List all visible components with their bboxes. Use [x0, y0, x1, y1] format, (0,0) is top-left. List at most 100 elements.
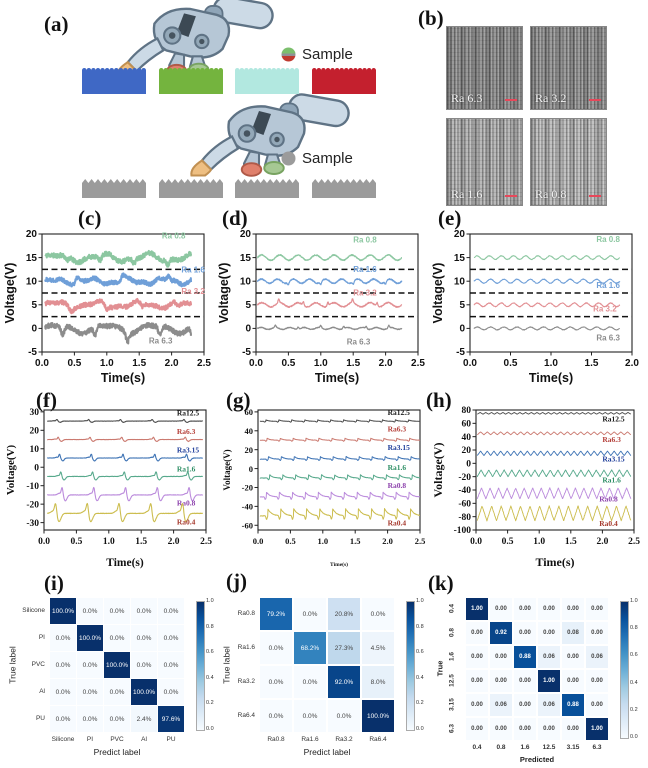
trace-ra6.3 — [44, 321, 193, 345]
x-tick-label: 2.0 — [382, 536, 393, 546]
x-tick-label: 1.0 — [314, 358, 328, 369]
trace-ra3.2 — [44, 297, 193, 315]
y-tick-label: 60 — [462, 420, 472, 430]
micrograph-ra3.2: Ra 3.2 — [530, 26, 607, 110]
heatmap-cell: 0.00 — [514, 718, 536, 740]
micrograph-grid: Ra 6.3 Ra 3.2 Ra 1.6 Ra 0.8 — [446, 26, 608, 206]
heatmap-cell: 0.06 — [538, 694, 560, 716]
trace-label: Ra0.4 — [599, 519, 618, 528]
panel-label-e: (e) — [438, 206, 462, 230]
heatmap-col-label: PI — [86, 736, 94, 743]
colorbar-tick-label: 0.2 — [206, 700, 214, 707]
y-tick-label: 5 — [31, 300, 37, 311]
x-tick-label: 0.5 — [502, 537, 514, 547]
heatmap-cell: 0.0% — [131, 598, 157, 624]
y-tick-label: 60 — [245, 407, 254, 417]
gray-sample-bar — [159, 179, 223, 198]
heatmap-row-label: Ra3.2 — [237, 678, 255, 685]
heatmap-cell: 0.92 — [490, 622, 512, 644]
panel-label-h: (h) — [426, 388, 452, 412]
x-tick-label: 2.5 — [200, 537, 212, 547]
panel-label-c: (c) — [78, 206, 102, 230]
heatmap-cell: 0.00 — [490, 598, 512, 620]
trace-label: Ra12.5 — [177, 409, 200, 418]
heatmap-cell: 0.0% — [294, 700, 326, 732]
trace-ra0.4 — [476, 505, 632, 522]
y-tick-label: 0 — [466, 460, 471, 470]
gray-sample-bar — [82, 179, 146, 198]
y-tick-label: 0 — [31, 324, 37, 335]
x-tick-label: 1.5 — [135, 537, 147, 547]
scale-bar — [505, 195, 517, 197]
trace-ra1.6 — [259, 474, 421, 481]
heatmap-cell: 0.00 — [514, 622, 536, 644]
x-tick-label: 1.5 — [132, 358, 146, 369]
colorbar-tick-label: 1.0 — [630, 598, 638, 604]
colorbar — [196, 601, 205, 731]
trace-ra6.3 — [476, 431, 632, 436]
chart-d-voltage-time: 0.0 0.5 1.0 1.5 2.0 2.5 -5 0 5 10 15 20 Time(s) Volta… — [217, 229, 425, 385]
trace-label: Ra3.15 — [602, 455, 625, 464]
heatmap-col-label: 3.15 — [566, 744, 580, 751]
trace-ra0.4 — [46, 502, 204, 523]
gray-sample-bar — [312, 179, 377, 198]
heatmap-row-label: 12.5 — [448, 674, 456, 687]
panel-label-f: (f) — [36, 388, 57, 412]
x-tick-label: 1.5 — [585, 358, 599, 369]
y-tick-label: 40 — [245, 426, 254, 436]
heatmap-cell: 0.08 — [562, 622, 584, 644]
heatmap-cell: 0.00 — [562, 670, 584, 692]
trace-ra6.3 — [259, 437, 421, 442]
trace-label: Ra0.8 — [599, 495, 618, 504]
heatmap-x-axis-label: Predict label — [93, 747, 141, 757]
y-tick-label: -60 — [242, 520, 253, 530]
heatmap-cell: 92.0% — [328, 666, 360, 698]
colorbar-tick-label: 0.2 — [416, 700, 424, 707]
y-tick-label: 10 — [454, 276, 466, 287]
x-tick-label: 1.0 — [317, 536, 328, 546]
colorbar-tick-label: 0.4 — [416, 674, 424, 681]
heatmap-cell: 0.00 — [514, 670, 536, 692]
heatmap-cell: 1.00 — [466, 598, 488, 620]
trace-label: Ra0.4 — [177, 517, 196, 526]
heatmap-cell: 0.06 — [586, 646, 608, 668]
heatmap-cell: 0.00 — [490, 718, 512, 740]
colored-sample-bars — [82, 68, 377, 94]
y-tick-label: 5 — [245, 300, 251, 311]
heatmap-cell: 0.00 — [562, 646, 584, 668]
heatmap-cell: 20.8% — [328, 598, 360, 630]
y-tick-label: 30 — [30, 408, 40, 418]
trace-label: Ra6.3 — [388, 424, 407, 433]
colorbar-tick-label: 0.2 — [630, 706, 638, 713]
heatmap-cell: 0.0% — [50, 706, 76, 732]
heatmap-cell: 0.0% — [104, 679, 130, 705]
heatmap-cell: 0.0% — [77, 652, 103, 678]
heatmap-row-label: PU — [35, 715, 45, 722]
heatmap-col-label: Silicone — [51, 736, 75, 743]
heatmap-row-label: PVC — [31, 661, 45, 668]
y-tick-label: 20 — [240, 229, 252, 240]
heatmap-cell: 0.00 — [466, 694, 488, 716]
panel-label-a: (a) — [44, 12, 69, 36]
confusion-matrix-roughness: 79.2% 0.0% 20.8% 0.0% 0.0% 68.2% 27.3% 4.5% 0.0%… — [216, 590, 428, 766]
y-tick-label: 40 — [462, 433, 472, 443]
trace-ra0.4 — [259, 508, 421, 520]
heatmap-cell: 0.0% — [328, 700, 360, 732]
y-tick-label: -20 — [26, 500, 39, 510]
colorbar-tick-label: 0.8 — [206, 623, 214, 630]
y-axis-label: Voltage(V) — [3, 263, 17, 324]
sample-bar — [235, 68, 299, 94]
sample-legend-gray: Sample — [281, 150, 353, 167]
heatmap-cell: 0.00 — [586, 598, 608, 620]
x-tick-label: 1.0 — [533, 537, 545, 547]
trace-label: Ra 3.2 — [593, 304, 617, 313]
heatmap-cell: 0.88 — [562, 694, 584, 716]
heatmap-cell: 0.00 — [466, 718, 488, 740]
heatmap-cell: 0.00 — [586, 694, 608, 716]
trace-ra1.6 — [256, 277, 403, 286]
gray-sample-icon — [281, 151, 296, 166]
heatmap-col-label: Ra1.6 — [301, 736, 319, 743]
heatmap-cell: 0.00 — [586, 670, 608, 692]
trace-ra6.3 — [256, 324, 403, 331]
